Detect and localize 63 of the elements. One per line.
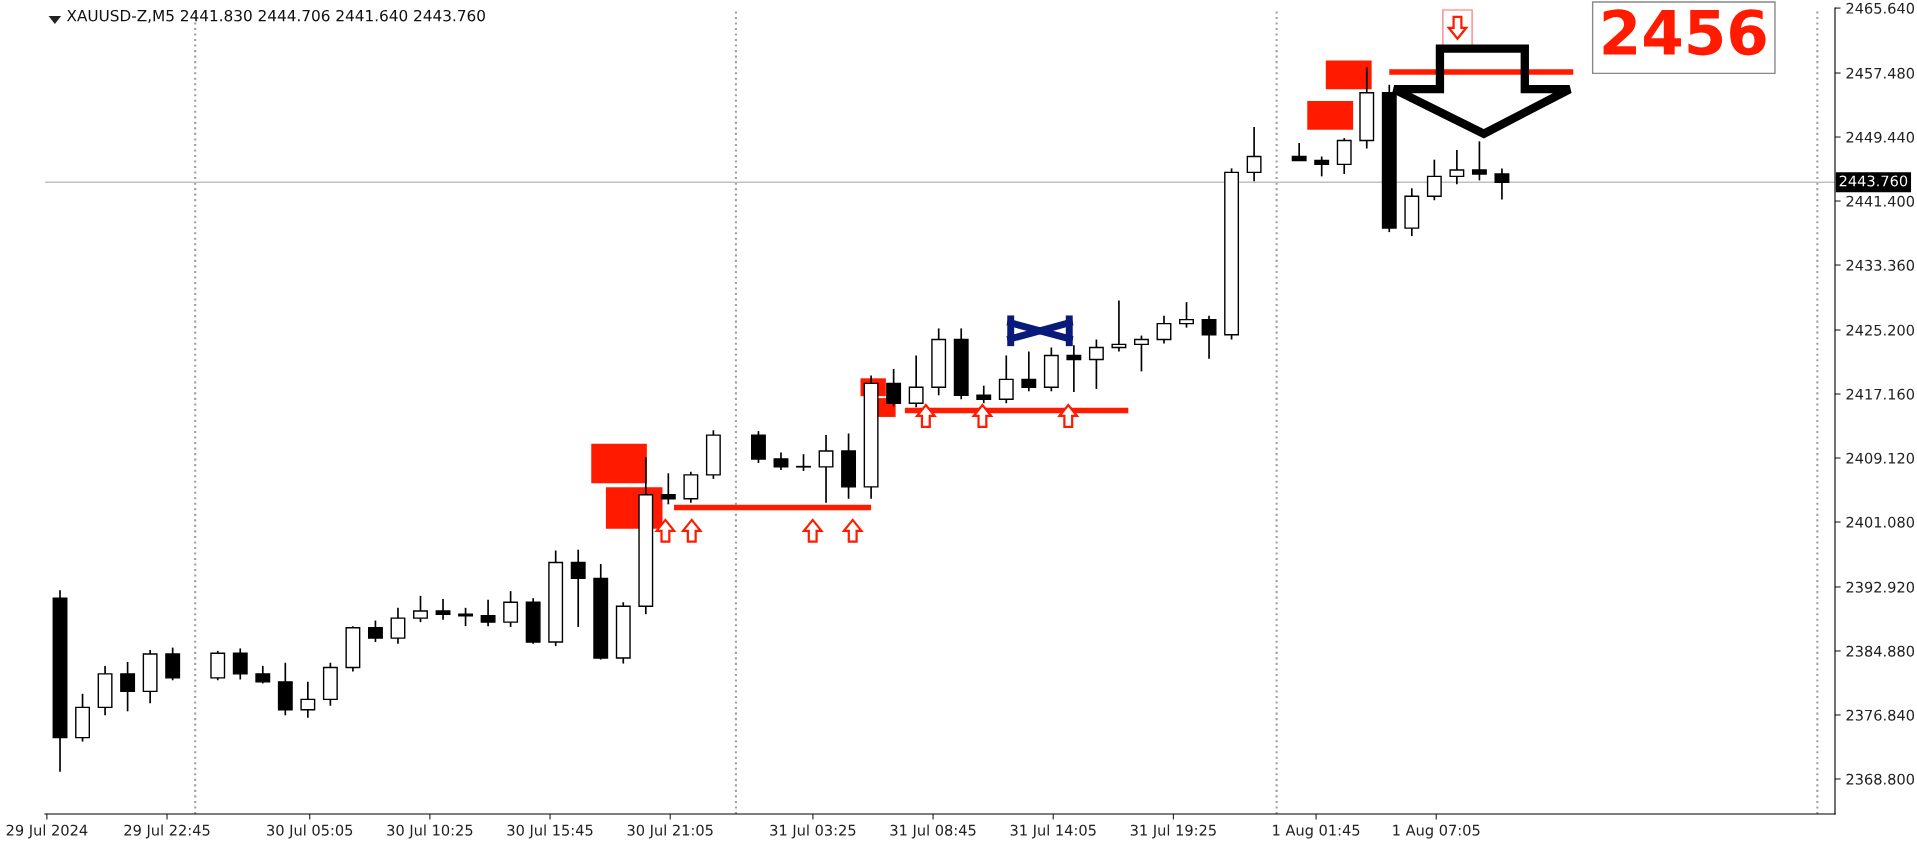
candlestick	[1246, 126, 1262, 182]
y-tick-label: 2384.880	[1846, 645, 1915, 657]
x-tick-label: 30 Jul 15:45	[507, 824, 593, 839]
candlestick	[1088, 338, 1104, 390]
annotation: 2456	[1603, 9, 1766, 56]
ref-line-label: 2443.760	[1839, 175, 1908, 187]
x-tick-label: 29 Jul 2024	[6, 824, 88, 839]
y-tick-label: 2449.440	[1846, 131, 1915, 143]
candlestick	[503, 590, 519, 628]
candlestick	[998, 354, 1014, 405]
candlestick	[1111, 299, 1127, 353]
candlestick	[1179, 301, 1194, 329]
candlestick	[908, 354, 924, 409]
candlestick	[1066, 344, 1082, 393]
y-tick-label: 2368.800	[1846, 773, 1915, 785]
candlestick	[1314, 155, 1330, 178]
candlestick	[1021, 350, 1037, 393]
candlestick	[1426, 158, 1442, 202]
candlestick	[1291, 142, 1307, 162]
candlestick	[300, 681, 316, 719]
candlestick	[683, 470, 699, 504]
candlestick	[570, 548, 586, 628]
y-tick-label: 2376.840	[1846, 709, 1915, 721]
y-tick-label: 2457.480	[1846, 67, 1915, 79]
candlestick	[818, 434, 834, 504]
candlestick	[165, 646, 181, 682]
candlestick	[413, 595, 428, 623]
candlestick	[390, 606, 406, 645]
y-tick-label: 2392.920	[1846, 581, 1915, 593]
y-tick-label: 2409.120	[1846, 452, 1915, 464]
candlestick	[458, 606, 474, 627]
y-tick-label: 2433.360	[1846, 259, 1915, 271]
candlestick	[367, 619, 383, 643]
candlestick	[1336, 137, 1352, 175]
candlestick	[435, 598, 451, 621]
x-tick-label: 31 Jul 03:25	[770, 824, 856, 839]
candlestick	[1156, 314, 1172, 345]
candlestick	[1134, 334, 1149, 373]
candlestick	[660, 472, 676, 506]
candlestick	[232, 647, 248, 681]
candlestick	[480, 599, 496, 627]
x-tick-label: 30 Jul 10:25	[387, 824, 473, 839]
candlestick	[120, 661, 136, 713]
candlestick	[1449, 149, 1465, 186]
y-tick-label: 2465.640	[1846, 2, 1915, 14]
y-tick-label: 2417.160	[1846, 388, 1915, 400]
x-tick-label: 31 Jul 08:45	[890, 824, 976, 839]
x-tick-label: 1 Aug 01:45	[1273, 824, 1360, 839]
candlestick	[1201, 314, 1217, 360]
x-tick-label: 31 Jul 14:05	[1010, 824, 1096, 839]
x-tick-label: 30 Jul 05:05	[267, 824, 353, 839]
x-tick-label: 29 Jul 22:45	[124, 824, 210, 839]
candlestick	[886, 368, 902, 408]
y-tick-label: 2441.400	[1846, 195, 1915, 207]
x-tick-label: 30 Jul 21:05	[627, 824, 713, 839]
candlestick	[1471, 140, 1487, 182]
x-tick-label: 31 Jul 19:25	[1130, 824, 1216, 839]
candlestick	[750, 430, 766, 464]
x-tick-label: 1 Aug 07:05	[1393, 824, 1480, 839]
y-tick-label: 2425.200	[1846, 324, 1915, 336]
candlestick	[1494, 167, 1510, 201]
y-tick-label: 2401.080	[1846, 516, 1915, 528]
chart-title: XAUUSD-Z,M5 2441.830 2444.706 2441.640 2443.760	[66, 9, 485, 23]
